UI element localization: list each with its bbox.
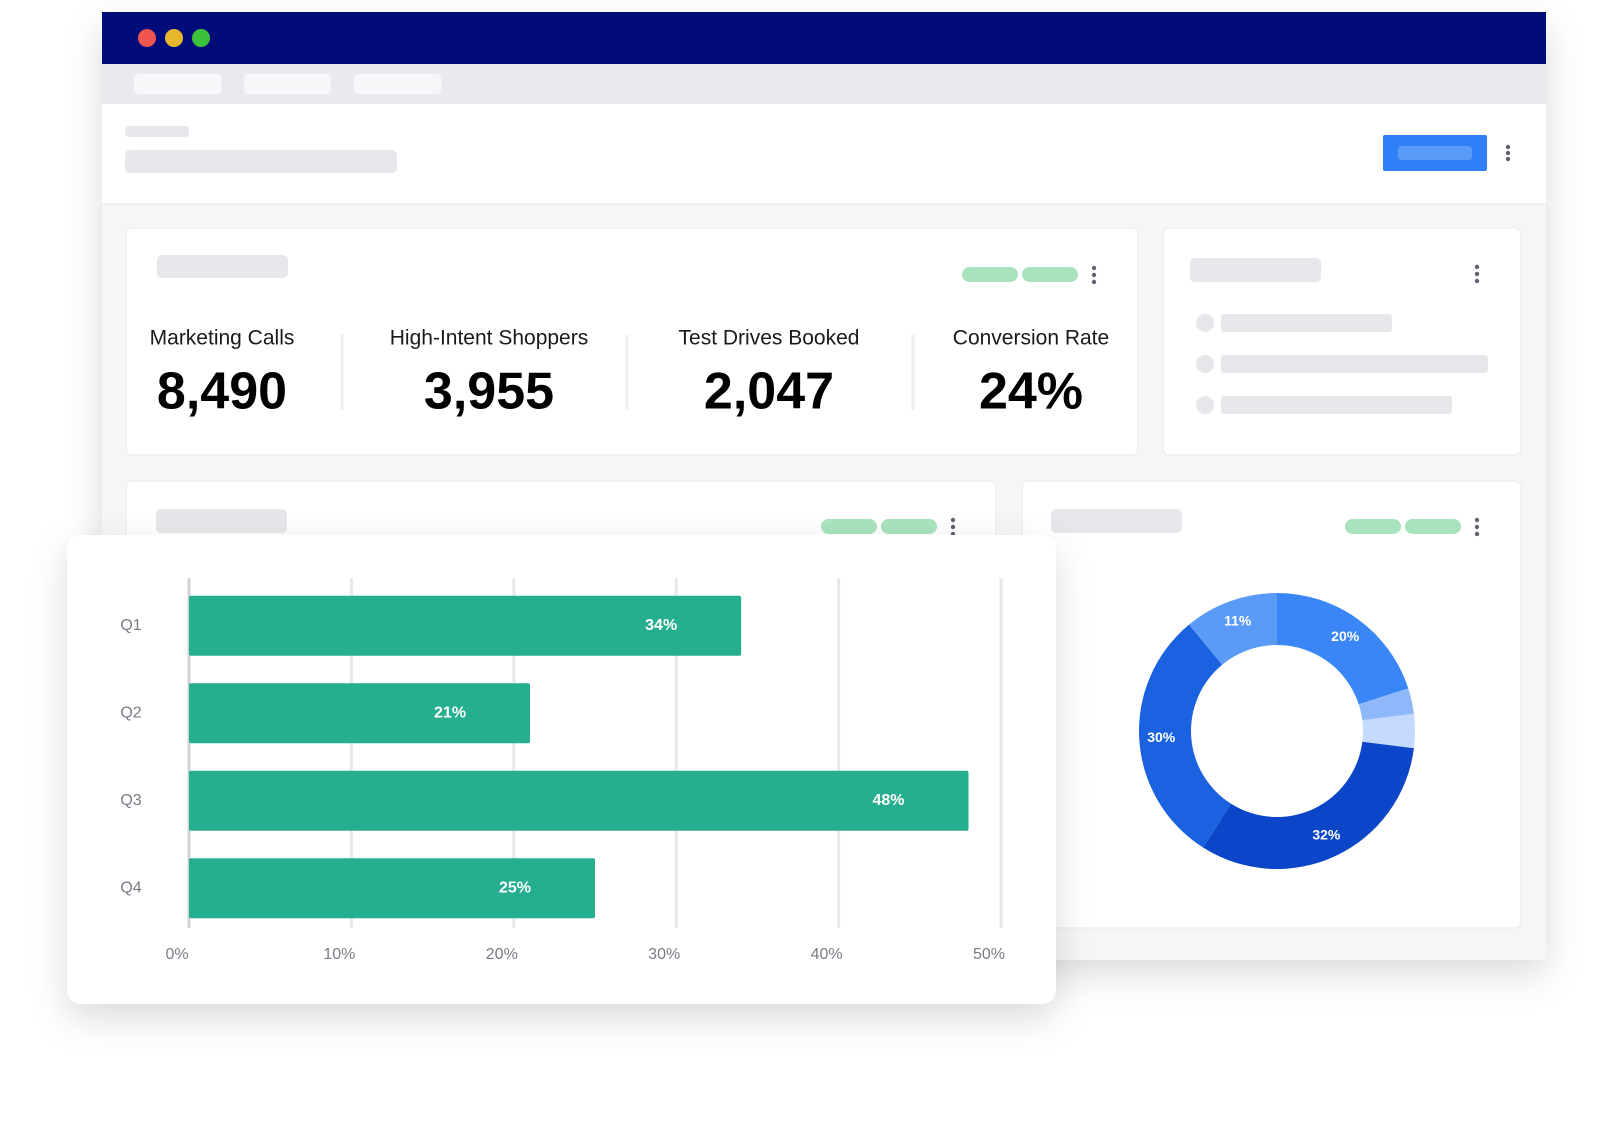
placeholder	[157, 255, 288, 278]
slice-label: 11%	[1224, 613, 1252, 629]
maximize-button[interactable]	[192, 29, 210, 47]
minimize-button[interactable]	[165, 29, 183, 47]
placeholder	[156, 509, 287, 533]
x-tick-label: 30%	[648, 946, 680, 963]
bar	[189, 595, 742, 656]
tab[interactable]	[244, 74, 331, 94]
kpi-row: Marketing Calls 8,490 High-Intent Shoppers…	[150, 327, 1110, 421]
pill	[821, 519, 877, 534]
bar-chart: 0% 10% 20% 30% 40% 50% Q1 34% Q2 21% Q3 48% Q4 25%	[120, 578, 1005, 963]
bar-value-label: 25%	[499, 879, 531, 896]
kpi-value: 24%	[979, 363, 1083, 421]
bar	[189, 858, 595, 919]
kpi-label: High-Intent Shoppers	[390, 327, 588, 350]
pill	[1022, 267, 1078, 282]
tab[interactable]	[354, 74, 441, 94]
bar-value-label: 21%	[434, 704, 466, 721]
x-tick-label: 0%	[165, 946, 188, 963]
x-tick-label: 50%	[973, 946, 1005, 963]
kpi-label: Marketing Calls	[150, 327, 295, 350]
placeholder	[1398, 146, 1472, 160]
donut-slice	[1189, 593, 1277, 665]
kpi-label: Conversion Rate	[953, 327, 1109, 350]
menu-icon[interactable]	[1091, 265, 1097, 285]
slice-label: 32%	[1312, 827, 1341, 843]
card	[125, 227, 1139, 456]
menu-icon[interactable]	[1474, 264, 1480, 284]
kpi-value: 3,955	[424, 363, 554, 421]
y-tick-label: Q2	[120, 704, 141, 721]
y-tick-label: Q1	[120, 617, 141, 634]
bar	[189, 683, 531, 744]
placeholder	[1221, 314, 1392, 332]
slice-label: 30%	[1147, 729, 1176, 745]
x-tick-label: 20%	[486, 946, 518, 963]
pill	[962, 267, 1018, 282]
bar-value-label: 48%	[873, 792, 905, 809]
tab-bar	[102, 64, 1546, 104]
placeholder	[125, 126, 189, 137]
kpi-value: 2,047	[704, 363, 834, 421]
bar-value-label: 34%	[645, 617, 677, 634]
donut-slice	[1277, 593, 1409, 705]
placeholder	[1221, 396, 1452, 414]
placeholder	[1196, 314, 1214, 332]
bar-card: 0% 10% 20% 30% 40% 50% Q1 34% Q2 21% Q3 48% Q4 25%	[67, 535, 1056, 1004]
pill	[881, 519, 937, 534]
donut-chart: 20% 32% 30% 11%	[1139, 593, 1415, 870]
placeholder	[1190, 258, 1321, 282]
pill	[1405, 519, 1461, 534]
donut-slice	[1358, 688, 1414, 721]
menu-icon[interactable]	[950, 517, 956, 537]
kpi-label: Test Drives Booked	[679, 327, 860, 350]
placeholder	[1051, 509, 1182, 533]
side-card	[1162, 227, 1522, 456]
donut-slice	[1203, 741, 1414, 870]
placeholder	[1196, 355, 1214, 373]
title-bar	[102, 12, 1546, 64]
donut-card: 20% 32% 30% 11%	[1021, 480, 1522, 929]
pill	[1345, 519, 1401, 534]
x-tick-label: 10%	[323, 946, 355, 963]
menu-icon[interactable]	[1474, 517, 1480, 537]
slice-label: 20%	[1331, 628, 1360, 644]
kpi-card: Marketing Calls 8,490 High-Intent Shoppers…	[125, 227, 1139, 456]
bar	[189, 770, 969, 831]
close-button[interactable]	[138, 29, 156, 47]
placeholder	[1196, 396, 1214, 414]
y-tick-label: Q3	[120, 792, 141, 809]
placeholder	[125, 150, 397, 173]
y-tick-label: Q4	[120, 879, 141, 896]
tab[interactable]	[134, 74, 221, 94]
x-tick-label: 40%	[811, 946, 843, 963]
placeholder	[1221, 355, 1488, 373]
menu-icon[interactable]	[1505, 144, 1511, 162]
donut-slice	[1139, 624, 1231, 848]
donut-slice	[1362, 713, 1415, 749]
kpi-value: 8,490	[157, 363, 287, 421]
